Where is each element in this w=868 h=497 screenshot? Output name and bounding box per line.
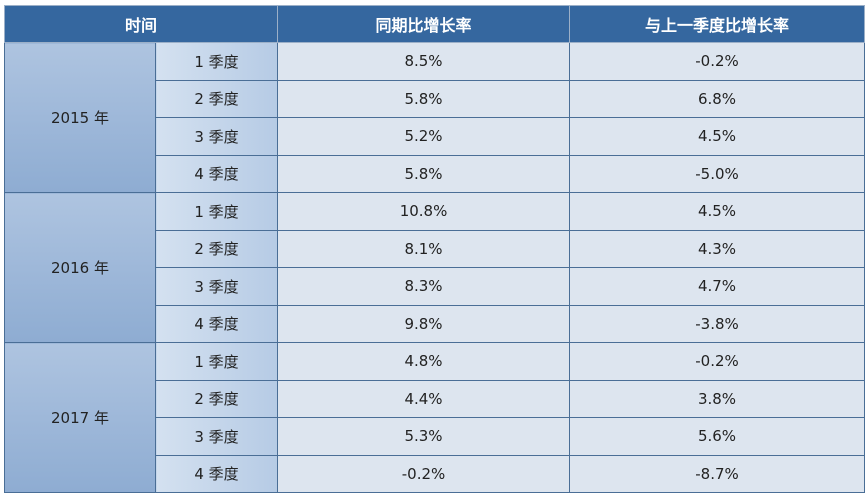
qoq-cell: 4.5% (569, 117, 866, 156)
yoy-cell: 8.5% (277, 42, 571, 81)
yoy-cell: 5.3% (277, 417, 571, 456)
qoq-cell: 4.7% (569, 267, 866, 306)
quarter-cell: 4 季度 (154, 454, 279, 493)
yoy-cell: 5.2% (277, 117, 571, 156)
yoy-cell: 4.4% (277, 379, 571, 418)
qoq-cell: 4.3% (569, 229, 866, 268)
table-row: 3 季度 5.3% 5.6% (5, 417, 866, 456)
table-row: 2 季度 4.4% 3.8% (5, 379, 866, 418)
qoq-cell: 6.8% (569, 79, 866, 118)
table-row: 2 季度 5.8% 6.8% (5, 79, 866, 118)
quarter-cell: 1 季度 (154, 42, 279, 81)
qoq-cell: -8.7% (569, 454, 866, 493)
yoy-cell: 9.8% (277, 304, 571, 343)
qoq-cell: -3.8% (569, 304, 866, 343)
quarter-cell: 2 季度 (154, 79, 279, 118)
quarter-cell: 3 季度 (154, 117, 279, 156)
yoy-cell: 10.8% (277, 192, 571, 231)
qoq-cell: -5.0% (569, 154, 866, 193)
quarter-cell: 4 季度 (154, 304, 279, 343)
table-row: 2017 年 1 季度 4.8% -0.2% (4, 342, 866, 493)
quarter-cell: 1 季度 (154, 192, 279, 231)
year-cell: 2017 年 (4, 342, 156, 493)
header-qoq: 与上一季度比增长率 (569, 5, 866, 43)
quarter-cell: 4 季度 (154, 154, 279, 193)
table-row: 2016 年 1 季度 10.8% 4.5% (4, 192, 866, 343)
yoy-cell: 8.1% (277, 229, 571, 268)
table-row: 4 季度 5.8% -5.0% (5, 154, 866, 193)
table-row: 2 季度 8.1% 4.3% (5, 229, 866, 268)
yoy-cell: 5.8% (277, 79, 571, 118)
qoq-cell: -0.2% (569, 342, 866, 381)
yoy-cell: 8.3% (277, 267, 571, 306)
header-time: 时间 (3, 5, 279, 43)
quarter-cell: 1 季度 (154, 342, 279, 381)
year-cell: 2015 年 (4, 42, 156, 193)
qoq-cell: 4.5% (569, 192, 866, 231)
table-row: 4 季度 -0.2% -8.7% (5, 454, 866, 493)
header-row: 时间 同期比增长率 与上一季度比增长率 (3, 5, 866, 43)
year-cell: 2016 年 (4, 192, 156, 343)
yoy-cell: 4.8% (277, 342, 571, 381)
quarter-cell: 3 季度 (154, 417, 279, 456)
yoy-cell: 5.8% (277, 154, 571, 193)
header-yoy: 同期比增长率 (277, 5, 571, 43)
table-row: 2015 年 1 季度 8.5% -0.2% (4, 42, 866, 193)
yoy-cell: -0.2% (277, 454, 571, 493)
table-row: 3 季度 8.3% 4.7% (5, 267, 866, 306)
qoq-cell: 3.8% (569, 379, 866, 418)
qoq-cell: 5.6% (569, 417, 866, 456)
quarter-cell: 3 季度 (154, 267, 279, 306)
quarter-cell: 2 季度 (154, 379, 279, 418)
growth-rate-table: 时间 同期比增长率 与上一季度比增长率 2015 年 1 季度 8.5% -0.… (3, 5, 866, 493)
qoq-cell: -0.2% (569, 42, 866, 81)
table-row: 3 季度 5.2% 4.5% (5, 117, 866, 156)
quarter-cell: 2 季度 (154, 229, 279, 268)
